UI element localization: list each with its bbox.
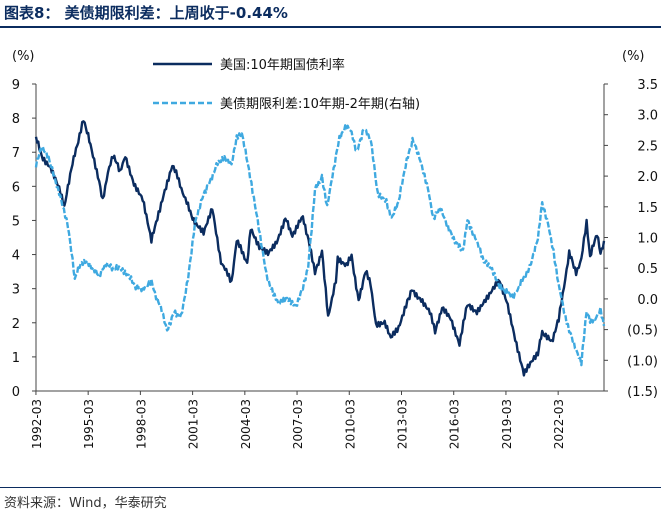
series-term-spread-line xyxy=(34,124,606,367)
x-tick-label: 2001-03 xyxy=(187,399,201,449)
left-tick-label: 5 xyxy=(12,214,20,229)
right-tick-label: (0.5) xyxy=(627,324,658,339)
x-tick-label: 2004-03 xyxy=(239,399,253,449)
x-tick-label: 2007-03 xyxy=(291,399,305,449)
left-tick-label: 6 xyxy=(12,180,20,195)
yield-chart: (%) (%) 0 1 2 3 4 5 6 7 8 9 (1.5) (1.0) (0.5) 0.0 0.5 1.0… xyxy=(12,49,658,449)
chart-axes: (%) (%) 0 1 2 3 4 5 6 7 8 9 (1.5) (1.0) (0.5) 0.0 0.5 1.0… xyxy=(12,49,658,449)
right-tick-label: (1.0) xyxy=(627,354,658,369)
x-tick-label: 1998-03 xyxy=(134,399,148,449)
right-tick-label: 3.0 xyxy=(637,109,658,124)
left-axis-unit: (%) xyxy=(12,49,35,64)
left-tick-label: 9 xyxy=(12,78,20,93)
x-tick-label: 1995-03 xyxy=(82,399,96,449)
left-tick-label: 4 xyxy=(12,249,20,264)
x-tick-label: 2013-03 xyxy=(395,399,409,449)
legend-label: 美国:10年期国债利率 xyxy=(220,57,345,73)
left-tick-label: 3 xyxy=(12,283,20,298)
left-tick-label: 8 xyxy=(12,112,20,127)
right-tick-label: 0.0 xyxy=(637,293,658,308)
left-tick-label: 0 xyxy=(12,385,20,400)
left-tick-label: 1 xyxy=(12,351,20,366)
x-tick-label: 1992-03 xyxy=(30,399,44,449)
legend-label: 美债期限利差:10年期-2年期(右轴) xyxy=(220,97,420,112)
x-tick-label: 2022-03 xyxy=(552,399,566,449)
right-tick-label: (1.5) xyxy=(627,385,658,400)
x-tick-label: 2019-03 xyxy=(500,399,514,449)
right-tick-label: 2.5 xyxy=(637,139,658,154)
right-tick-label: 1.0 xyxy=(637,232,658,247)
source-note: 资料来源：Wind，华泰研究 xyxy=(4,496,167,511)
series-10y-yield-line xyxy=(34,120,606,377)
left-tick-label: 2 xyxy=(12,317,20,332)
figure-title: 图表8： 美债期限利差：上周收于-0.44% xyxy=(4,4,288,22)
right-tick-label: 2.0 xyxy=(637,170,658,185)
right-tick-label: 0.5 xyxy=(637,262,658,277)
x-tick-label: 2010-03 xyxy=(343,399,357,449)
right-tick-label: 1.5 xyxy=(637,201,658,216)
x-tick-label: 2016-03 xyxy=(448,399,462,449)
left-tick-label: 7 xyxy=(12,146,20,161)
right-tick-label: 3.5 xyxy=(637,78,658,93)
right-axis-unit: (%) xyxy=(622,49,645,64)
series-layer xyxy=(34,120,606,377)
source-rule xyxy=(0,487,661,488)
title-rule xyxy=(0,26,661,28)
